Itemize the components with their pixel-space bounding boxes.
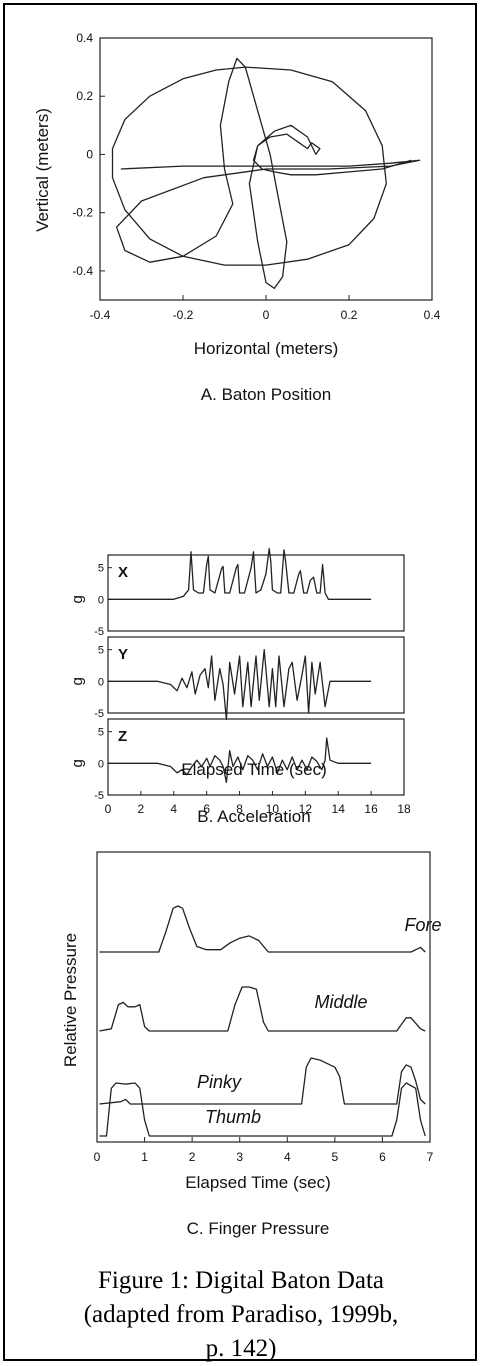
panel-c-xtick-label: 5 [332,1150,339,1164]
panel-a-trajectory-2 [115,57,421,290]
panel-a-xtick-label: 0.2 [341,308,358,322]
panel-c-xtick-label: 4 [284,1150,291,1164]
panel-a-xlabel: Horizontal (meters) [194,339,339,358]
panel-b-series-x [108,548,372,600]
panel-c-xtick-label: 7 [427,1150,434,1164]
panel-b-ytick-label: 0 [98,758,104,770]
panel-b-title: B. Acceleration [197,807,310,826]
panel-b-series-z [108,737,372,783]
panel-b-subplot-frame [107,636,405,714]
panel-a-ylabel: Vertical (meters) [33,108,52,232]
panel-b-ylabel: g [69,677,86,685]
panel-b-ytick-label: -5 [94,626,104,638]
panel-b-subplot-frame [107,554,405,632]
panel-c-xtick-label: 3 [236,1150,243,1164]
panel-c-series-fore [99,905,426,953]
panel-a-baton-position: -0.4 -0.2 0 0.2 0.4 0.4 0.2 0 -0.2 -0.4 Vertical … [33,31,441,404]
panel-a-xtick-label: -0.2 [173,308,194,322]
panel-b-xtick-label: 0 [105,802,112,816]
panel-b-xticks: 0 2 4 6 8 10 12 14 16 18 [105,791,411,816]
panel-c-xtick-label: 0 [94,1150,101,1164]
panel-a-series [111,57,421,290]
panel-b-series-y [108,649,372,720]
panel-b-ytick-label: 0 [98,594,104,606]
panel-b-xtick-label: 14 [332,802,346,816]
panel-b-xlabel: Elapsed Time (sec) [181,760,327,779]
panel-b-xtick-label: 4 [170,802,177,816]
panel-a-trajectory-1 [111,66,387,266]
panel-c-ticks: 0 1 2 3 4 5 6 7 [94,1137,434,1164]
caption-line-1: Figure 1: Digital Baton Data [97,1267,385,1294]
caption-line-2: (adapted from Paradiso, 1999b, [83,1301,399,1328]
panel-a-xtick-label: 0 [263,308,270,322]
figure-caption: Figure 1: Digital Baton Data (adapted fr… [0,1264,482,1366]
panel-a-ytick-label: 0.4 [76,31,93,45]
panel-c-plot-area [96,851,431,1143]
panel-c-finger-pressure: 0 1 2 3 4 5 6 7 Fore Middle Pinky Thumb Relative P… [61,851,442,1238]
panel-b-subplot-y: 5 0 -5 g Y [69,636,405,720]
panel-a-title: A. Baton Position [201,385,331,404]
panel-c-series-thumb [99,1082,426,1137]
panel-c-series-label: Thumb [205,1107,261,1127]
panel-c-title: C. Finger Pressure [187,1219,330,1238]
panel-c-xtick-label: 2 [189,1150,196,1164]
panel-c-xlabel: Elapsed Time (sec) [185,1173,331,1192]
panel-a-ticks: -0.4 -0.2 0 0.2 0.4 0.4 0.2 0 -0.2 -0.4 [72,31,440,322]
panel-c-series-label: Middle [314,992,367,1012]
panel-b-ytick-label: 0 [98,676,104,688]
panel-b-axis-label: Y [118,646,128,663]
panel-c-series-middle [99,986,426,1032]
caption-line-3: p. 142) [205,1335,277,1362]
panel-b-subplot-frame [107,718,405,796]
panel-b-xtick-label: 2 [138,802,145,816]
panel-a-ytick-label: 0.2 [76,89,93,103]
panel-c-series-label: Pinky [197,1072,242,1092]
panel-b-xtick-label: 6 [203,802,210,816]
panel-c-series: Fore Middle Pinky Thumb [99,905,442,1137]
panel-b-xtick-label: 12 [299,802,313,816]
panel-b-ytick-label: -5 [94,790,104,802]
panel-b-axis-label: Z [118,728,127,745]
panel-c-series-pinky [99,1057,426,1105]
panel-b-subplot-z: 5 0 -5 g Z [69,718,405,802]
panel-a-ytick-label: 0 [86,147,93,161]
figure-frame [3,3,477,1361]
panel-b-ylabel: g [69,595,86,603]
panel-b-xtick-label: 18 [397,802,411,816]
panel-c-xtick-label: 1 [141,1150,148,1164]
panel-b-ytick-label: -5 [94,708,104,720]
panel-b-ytick-label: 5 [98,727,104,739]
panel-b-xtick-label: 10 [266,802,280,816]
panel-a-ytick-label: -0.4 [72,264,93,278]
panel-b-ytick-label: 5 [98,645,104,657]
panel-b-subplots: 5 0 -5 g X 5 0 -5 g Y 5 0 -5 g Z [69,548,405,802]
panel-b-subplot-x: 5 0 -5 g X [69,548,405,638]
panel-a-xtick-label: 0.4 [424,308,441,322]
panel-b-xtick-label: 8 [236,802,243,816]
panel-c-xtick-label: 6 [379,1150,386,1164]
panel-b-ylabel: g [69,759,86,767]
panel-b-ytick-label: 5 [98,563,104,575]
panel-b-xtick-label: 16 [364,802,378,816]
panel-b-axis-label: X [118,564,128,581]
panel-c-series-label: Fore [404,915,441,935]
panel-a-xtick-label: -0.4 [90,308,111,322]
panel-c-ylabel: Relative Pressure [61,933,80,1067]
panel-a-ytick-label: -0.2 [72,206,93,220]
